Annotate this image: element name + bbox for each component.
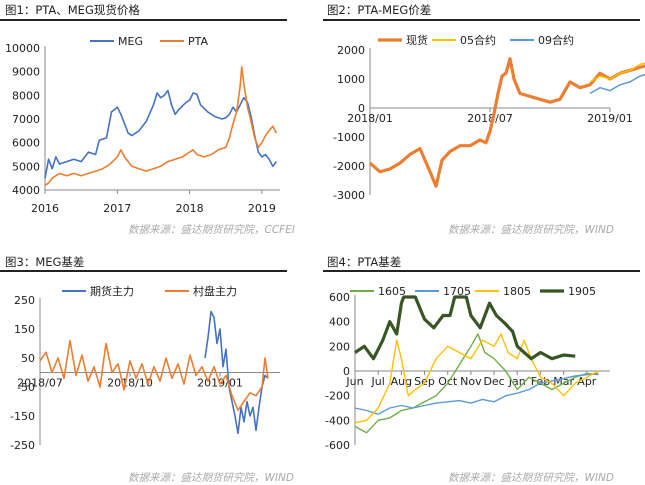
x-tick-label: Nov bbox=[460, 375, 482, 388]
legend: 期货主力 村盘主力 bbox=[62, 284, 237, 298]
y-tick-label: -200 bbox=[325, 390, 350, 403]
legend-label: 期货主力 bbox=[90, 284, 134, 298]
series-line-09合约 bbox=[589, 73, 645, 95]
series-line-1905 bbox=[354, 295, 576, 361]
legend-label: 村盘主力 bbox=[193, 284, 237, 298]
y-tick-label: -1000 bbox=[333, 131, 365, 144]
y-tick-label: 150 bbox=[14, 323, 35, 336]
legend-label: 09合约 bbox=[538, 33, 574, 47]
x-tick-label: 2018/01 bbox=[347, 112, 393, 125]
y-tick-label: 10000 bbox=[5, 42, 40, 55]
legend-label: 现货 bbox=[406, 33, 428, 47]
x-tick-label: 2016 bbox=[31, 202, 59, 215]
x-tick-label: 2018 bbox=[176, 202, 204, 215]
panel-4-title: 图4：PTA基差 bbox=[327, 255, 402, 269]
x-tick-label: 2018/07 bbox=[17, 377, 63, 390]
series-line-05合约 bbox=[589, 62, 645, 83]
x-tick-label: Sep bbox=[414, 375, 435, 388]
x-tick-label: 2019 bbox=[248, 202, 276, 215]
legend: 现货 05合约 09合约 bbox=[378, 33, 574, 47]
x-tick-label: 2018/10 bbox=[107, 377, 153, 390]
y-tick-label: 6000 bbox=[12, 137, 40, 150]
series-line-村盘主力 bbox=[39, 339, 269, 411]
x-tick-label: Aug bbox=[391, 375, 412, 388]
x-tick-label: Jun bbox=[345, 375, 363, 388]
y-tick-label: 4000 bbox=[12, 184, 40, 197]
panel-1-title-rule bbox=[0, 19, 287, 21]
legend-label: PTA bbox=[188, 35, 208, 48]
panel-3-title-rule bbox=[0, 270, 287, 272]
x-tick-label: 2018/07 bbox=[467, 112, 513, 125]
x-tick-label: Jan bbox=[508, 375, 526, 388]
series-line-1705 bbox=[354, 372, 599, 415]
y-tick-label: -400 bbox=[325, 414, 350, 427]
y-tick-label: 0 bbox=[343, 365, 350, 378]
y-tick-label: 0 bbox=[358, 102, 365, 115]
legend-label: 1905 bbox=[568, 285, 596, 298]
y-tick-label: -600 bbox=[325, 439, 350, 452]
x-tick-label: Mar bbox=[553, 375, 574, 388]
source-note-4: 数据来源：盛达期货研究院，WIND bbox=[448, 472, 614, 484]
y-tick-label: 5000 bbox=[12, 160, 40, 173]
y-tick-label: 9000 bbox=[12, 66, 40, 79]
y-tick-label: 7000 bbox=[12, 113, 40, 126]
source-note-1: 数据来源：盛达期货研究院，CCFEI bbox=[128, 224, 295, 236]
x-tick-label: 2017 bbox=[103, 202, 131, 215]
panel-2-title: 图2：PTA-MEG价差 bbox=[327, 3, 432, 17]
y-tick-label: -250 bbox=[10, 439, 35, 452]
y-tick-label: -2000 bbox=[333, 160, 365, 173]
legend: MEG PTA bbox=[90, 35, 208, 48]
x-tick-label: 2019/01 bbox=[587, 112, 633, 125]
legend-label: 1805 bbox=[503, 285, 531, 298]
x-tick-label: Jul bbox=[371, 375, 385, 388]
y-tick-label: 200 bbox=[329, 340, 350, 353]
series-line-1805 bbox=[354, 333, 599, 424]
y-tick-label: -150 bbox=[10, 410, 35, 423]
axes: 4000 5000 6000 7000 8000 9000 10000 2016 2017 201… bbox=[5, 42, 280, 215]
y-tick-label: 8000 bbox=[12, 89, 40, 102]
y-tick-label: 1000 bbox=[337, 73, 365, 86]
y-tick-label: 2000 bbox=[337, 44, 365, 57]
legend-label: 1705 bbox=[443, 285, 471, 298]
legend-label: 1605 bbox=[378, 285, 406, 298]
source-note-2: 数据来源：盛达期货研究院，WIND bbox=[448, 224, 614, 236]
legend-label: MEG bbox=[118, 35, 143, 48]
panel-2-title-rule bbox=[323, 19, 640, 21]
panel-3-title: 图3：MEG基差 bbox=[5, 255, 85, 269]
y-tick-label: 600 bbox=[329, 291, 350, 304]
series-line-PTA bbox=[44, 66, 278, 186]
x-tick-label: Feb bbox=[531, 375, 550, 388]
panel-1-title: 图1：PTA、MEG现货价格 bbox=[5, 3, 140, 17]
legend-label: 05合约 bbox=[460, 33, 496, 47]
x-tick-label: Dec bbox=[483, 375, 504, 388]
source-note-3: 数据来源：盛达期货研究院，WIND bbox=[128, 472, 294, 484]
y-tick-label: 250 bbox=[14, 294, 35, 307]
axes: -3000 -2000 -1000 0 1000 2000 2018/01 2018/07 20… bbox=[333, 44, 633, 202]
y-tick-label: -3000 bbox=[333, 189, 365, 202]
y-tick-label: 400 bbox=[329, 316, 350, 329]
x-tick-label: Apr bbox=[577, 375, 597, 388]
y-tick-label: 50 bbox=[21, 352, 35, 365]
series-line-期货主力 bbox=[204, 310, 269, 435]
legend: 1605 1705 1805 1905 bbox=[350, 285, 596, 298]
panel-4-title-rule bbox=[323, 270, 640, 272]
y-tick-label: -50 bbox=[17, 381, 35, 394]
